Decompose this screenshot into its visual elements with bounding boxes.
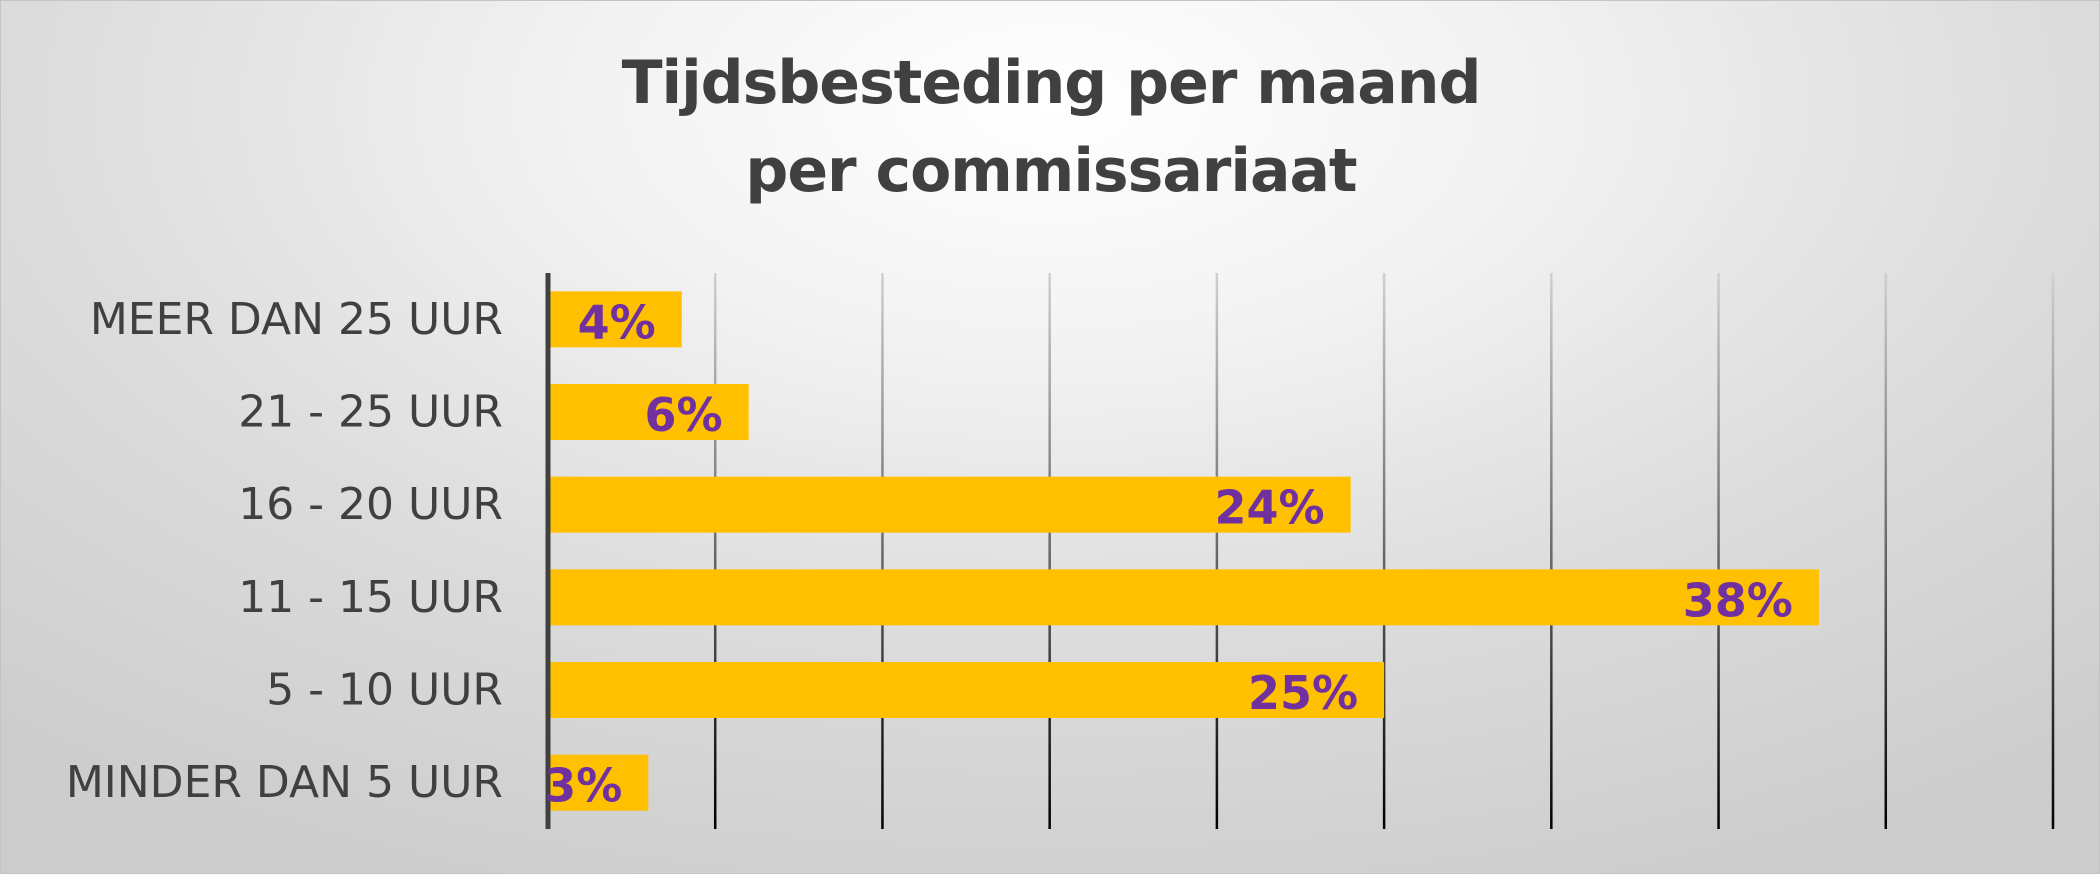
data-label: 4% [578, 295, 656, 349]
bar [548, 476, 1351, 533]
category-label: 21 - 25 UUR [238, 387, 503, 438]
chart-title-line-1: Tijdsbesteding per maand [621, 48, 1482, 118]
category-label: MEER DAN 25 UUR [90, 294, 503, 345]
category-labels: MEER DAN 25 UUR 21 - 25 UUR 16 - 20 UUR 11 … [66, 294, 503, 808]
data-label: 6% [645, 388, 723, 442]
bar [548, 384, 749, 440]
bar [548, 569, 1819, 626]
category-label: 11 - 15 UUR [238, 572, 503, 623]
data-labels: 4% 6% 24% 38% 25% 3% [544, 295, 1793, 812]
category-label: 16 - 20 UUR [238, 479, 503, 530]
data-label: 24% [1215, 481, 1325, 535]
data-label: 25% [1248, 666, 1358, 720]
bar [548, 754, 649, 811]
category-label: 5 - 10 UUR [266, 665, 503, 716]
data-label: 38% [1683, 573, 1793, 627]
data-label: 3% [544, 759, 622, 813]
chart-title: Tijdsbesteding per maand per commissaria… [1, 39, 2099, 215]
bars [548, 291, 1819, 811]
bar [548, 291, 682, 348]
gridlines [713, 273, 2055, 829]
category-label: MINDER DAN 5 UUR [66, 757, 503, 808]
bar [548, 662, 1385, 718]
chart-title-line-2: per commissariaat [745, 136, 1357, 206]
